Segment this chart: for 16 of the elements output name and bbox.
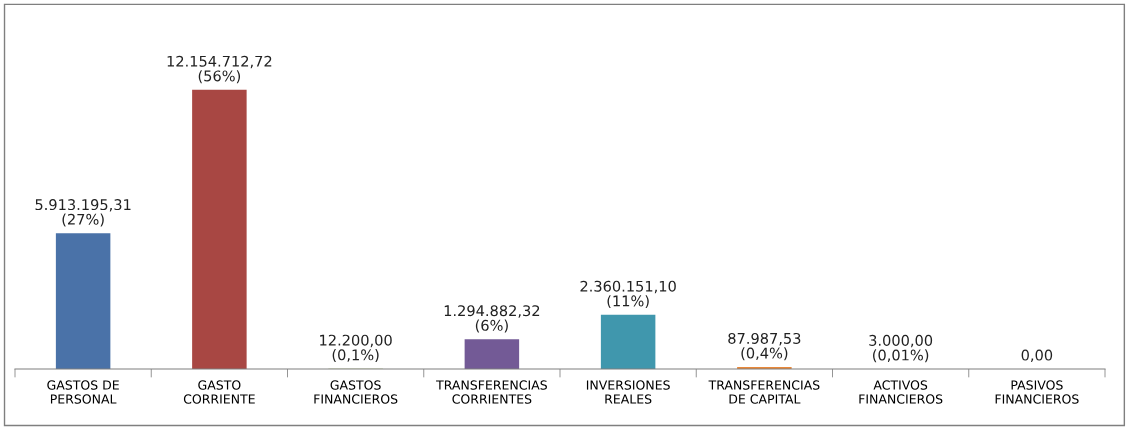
x-tick-label: ACTIVOS FINANCIEROS [859,380,943,404]
x-tick-label: TRANSFERENCIAS CORRIENTES [436,380,547,404]
data-label: 12.200,00 (0,1%) [320,334,392,363]
data-label: 5.913.195,31 (27%) [35,199,131,227]
x-tick-label: GASTO CORRIENTE [183,380,255,404]
x-tick-label: TRANSFERENCIAS DE CAPITAL [708,380,820,404]
data-label: 3.000,00 (0,01%) [869,334,933,363]
data-label: 1.294.882,32 (6%) [444,305,540,333]
x-tick-label: INVERSIONES REALES [586,380,670,404]
x-tick-label: GASTOS DE PERSONAL [47,380,119,404]
x-tick-label: GASTOS FINANCIEROS [314,380,398,404]
data-label: 12.154.712,72 (56%) [167,55,272,84]
data-label: 0,00 [1021,349,1053,363]
x-tick-label: PASIVOS FINANCIEROS [995,380,1079,404]
data-label: 2.360.151,10 (11%) [580,280,676,309]
data-label: 87.987,53 (0,4%) [728,332,801,361]
